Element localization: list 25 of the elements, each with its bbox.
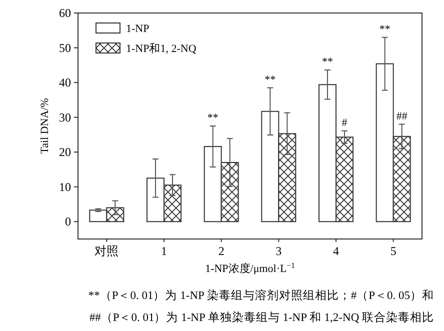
annotation: # (342, 116, 348, 129)
y-axis-title: Tail DNA/% (39, 98, 51, 154)
y-tick-label: 60 (59, 6, 71, 20)
x-axis-title: 1-NP浓度/μmol·L$^{−1}$ (205, 260, 296, 275)
legend-label: 1-NP和1, 2-NQ (126, 42, 196, 55)
x-tick-label: 4 (333, 244, 339, 258)
y-tick-label: 40 (59, 76, 71, 90)
x-tick-label: 5 (390, 244, 396, 258)
annotation: ** (379, 23, 390, 36)
text: ##（P＜0. 01）为 1-NP 单独染毒组与 1-NP 和 1,2-NQ 联合染毒相比 (89, 310, 434, 324)
annotation: ** (207, 112, 218, 124)
annotation: ** (322, 56, 333, 68)
x-tick-label: 1 (161, 244, 167, 258)
text: **（P＜0. 01）为 1-NP 染毒组与溶剂对照组相比；#（P＜0. 05）和 (88, 288, 434, 302)
y-tick-label: 20 (59, 145, 71, 160)
x-tick-label: 对照 (94, 244, 119, 258)
annotation: ## (396, 110, 408, 122)
y-tick-label: 30 (59, 110, 71, 124)
y-tick-label: 50 (59, 40, 71, 55)
y-tick-label: 0 (65, 214, 71, 229)
annotation: ** (264, 74, 276, 86)
x-tick-label: 3 (276, 244, 282, 258)
x-tick-label: 2 (218, 244, 224, 258)
y-tick-label: 10 (59, 180, 71, 194)
legend-label: 1-NP (126, 23, 150, 35)
